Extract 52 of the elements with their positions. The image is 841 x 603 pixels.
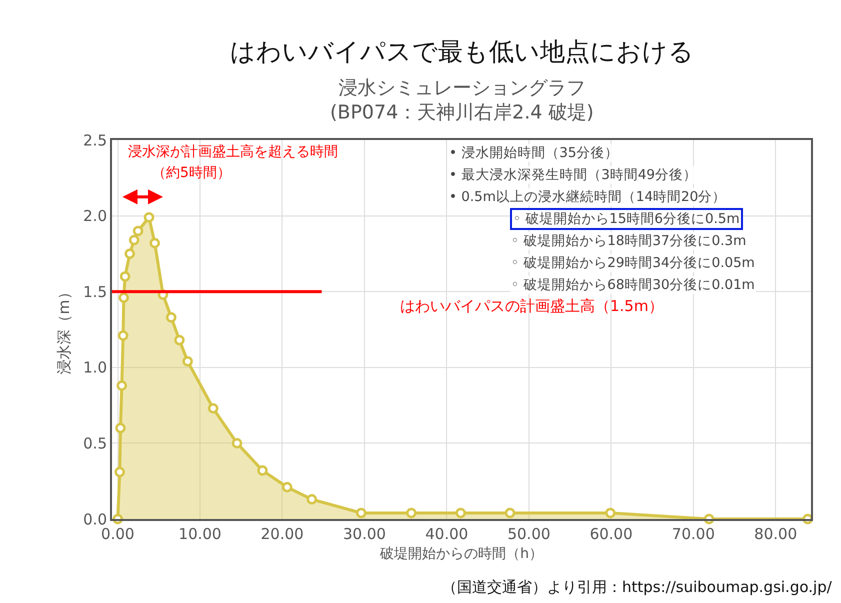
annotation: • 浸水開始時間（35分後） <box>449 145 618 161</box>
chart-title: はわいバイパスで最も低い地点における <box>230 37 694 66</box>
point <box>257 465 268 476</box>
y-tick-label: 1.5 <box>83 282 107 301</box>
annotation: ◦ 破堤開始から68時間30分後に0.01m <box>511 277 755 293</box>
point <box>114 466 125 478</box>
point <box>605 508 616 518</box>
y-axis-title: 浸水深（m） <box>54 284 73 374</box>
x-tick-label: 40.00 <box>425 525 468 543</box>
point <box>115 422 126 434</box>
point <box>118 330 128 341</box>
point <box>144 212 154 223</box>
point <box>306 494 318 505</box>
annotation: ◦ 破堤開始から15時間6分後に0.5m <box>513 211 740 227</box>
x-tick-label: 80.00 <box>754 525 798 543</box>
x-tick-label: 60.00 <box>590 525 633 543</box>
point <box>124 248 136 259</box>
x-axis-title: 破堤開始からの時間（h） <box>379 546 543 562</box>
x-tick-label: 20.00 <box>260 525 304 543</box>
x-tick-label: 10.00 <box>178 525 222 543</box>
text: （国道交通省）より引用：https://suiboumap.gsi.go.jp/ <box>442 578 833 596</box>
y-tick-label: 0.5 <box>83 434 107 452</box>
point <box>406 508 417 518</box>
y-tick-label: 2.5 <box>83 131 107 150</box>
point <box>282 482 292 492</box>
point <box>128 234 140 246</box>
x-tick-label: 50.00 <box>507 525 550 543</box>
annotation: ◦ 破堤開始から29時間34分後に0.05m <box>511 255 755 271</box>
point <box>116 380 128 391</box>
point <box>166 312 176 323</box>
y-tick-label: 1.0 <box>83 358 107 377</box>
annotation: 浸水深が計画盛土高を超える時間 <box>128 144 338 160</box>
point <box>504 508 516 518</box>
point <box>208 403 218 414</box>
point <box>132 226 144 236</box>
point <box>174 334 185 346</box>
annotation: （約5時間） <box>152 165 231 181</box>
x-tick-label: 70.00 <box>672 525 715 543</box>
point <box>120 271 130 282</box>
point <box>356 508 366 518</box>
point <box>150 238 160 248</box>
point <box>118 292 130 303</box>
x-tick-label: 30.00 <box>342 525 386 543</box>
point <box>182 356 193 367</box>
point <box>232 438 242 448</box>
annotation: • 0.5m以上の浸水継続時間（14時間20分） <box>449 189 726 205</box>
point <box>455 508 466 518</box>
annotation: ◦ 破堤開始から18時間37分後に0.3m <box>511 233 746 249</box>
chart-subtitle: 浸水シミュレーショングラフ (BP074：天神川右岸2.4 破堤) <box>330 77 594 124</box>
annotation: • 最大浸水深発生時間（3時間49分後） <box>449 167 698 183</box>
ref-line-label: はわいバイパスの計画盛土高（1.5m） <box>400 297 664 315</box>
y-tick-label: 2.0 <box>83 207 107 226</box>
